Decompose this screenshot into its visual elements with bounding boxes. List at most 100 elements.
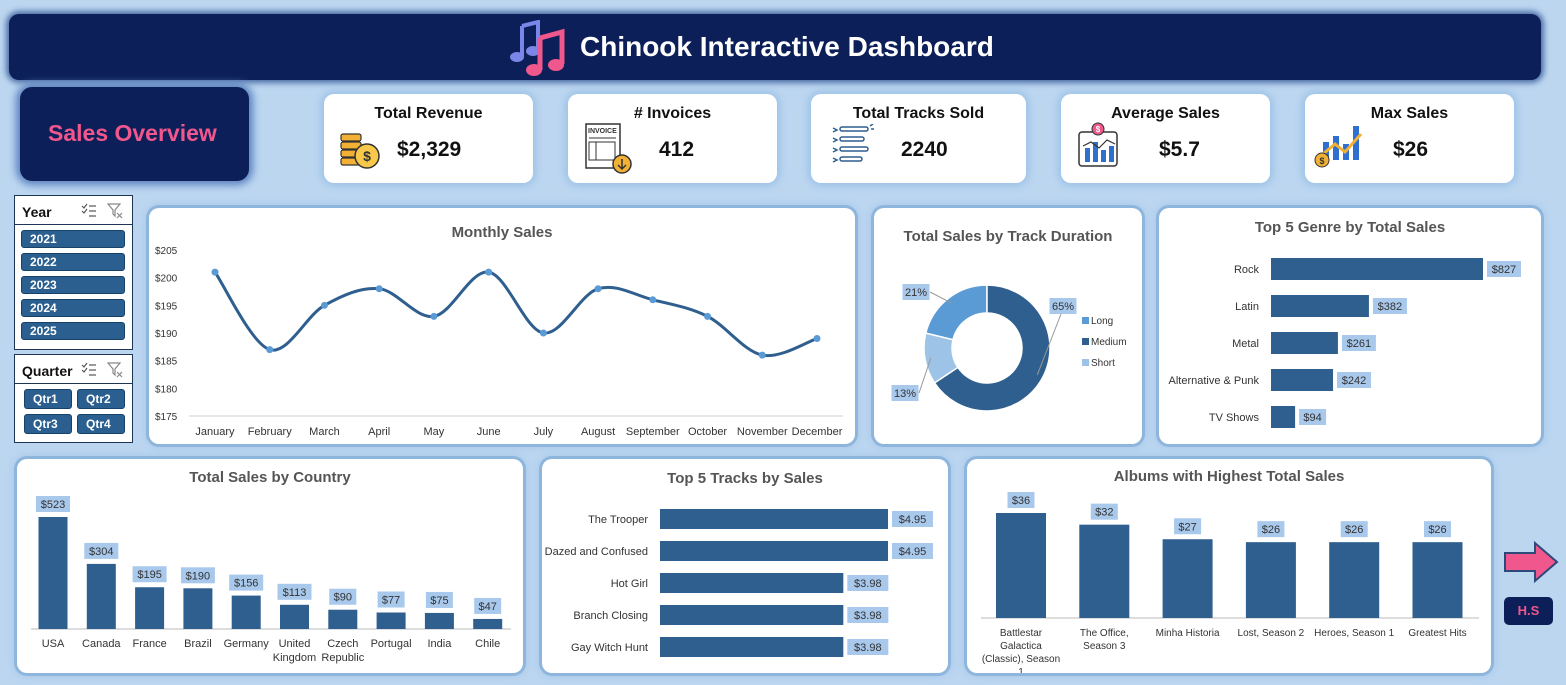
kpi-title: Max Sales (1370, 105, 1449, 122)
y-tick-label: $195 (155, 301, 178, 312)
category-label: Latin (1235, 301, 1259, 313)
chart-title: Total Sales by Track Duration (903, 228, 1113, 245)
legend-swatch (1082, 338, 1089, 345)
category-label: Heroes, Season 1 (1314, 628, 1394, 639)
category-label: Chile (475, 638, 500, 650)
bar (183, 588, 213, 629)
y-tick-label: $190 (155, 329, 178, 340)
category-label: France (132, 638, 166, 650)
data-label: $113 (283, 587, 307, 599)
legend-label: Long (1091, 316, 1113, 327)
top-genre-panel: Top 5 Genre by Total Sales Rock $827 Latin… (1159, 208, 1541, 444)
data-label: $26 (1428, 524, 1446, 536)
data-label: $3.98 (854, 578, 882, 590)
kpi-total-revenue: Total Revenue $ $2,329 (324, 94, 533, 183)
data-label-bg (84, 542, 119, 559)
right-arrow-icon[interactable] (1503, 540, 1559, 584)
slicer-item-qtr4[interactable]: Qtr4 (77, 414, 125, 434)
chart-title: Top 5 Genre by Total Sales (1254, 219, 1446, 236)
category-label: The Trooper (588, 514, 648, 526)
y-tick-label: $175 (155, 412, 178, 423)
data-point (430, 312, 438, 320)
data-label: $190 (186, 570, 210, 582)
dashboard-header: Chinook Interactive Dashboard (9, 14, 1541, 80)
bar (660, 573, 844, 593)
slicer-item-2024[interactable]: 2024 (21, 299, 125, 317)
bar (473, 618, 503, 629)
slicer-item-2023[interactable]: 2023 (21, 276, 125, 294)
year-slicer: Year 2021 2022 2023 2024 2025 (14, 195, 133, 350)
hs-button[interactable]: H.S (1504, 597, 1553, 625)
category-label: Alternative & Punk (1169, 375, 1260, 387)
bar-chart-icon: $ (1078, 122, 1118, 167)
sales-overview-badge: Sales Overview (20, 87, 249, 181)
data-label-bg (1337, 372, 1372, 388)
category-label: TV Shows (1209, 412, 1260, 424)
data-label: 13% (894, 388, 916, 400)
x-tick-label: May (424, 426, 445, 438)
category-label: Greatest Hits (1408, 628, 1466, 639)
bar (1079, 524, 1130, 618)
data-label-bg (1090, 503, 1118, 520)
data-label: $3.98 (854, 642, 882, 654)
data-label: $36 (1012, 495, 1030, 507)
bar (660, 605, 844, 625)
bar (660, 541, 888, 561)
data-point (758, 351, 766, 359)
leader-line (918, 357, 932, 394)
y-tick-label: $180 (155, 384, 178, 395)
pie-slice (923, 332, 959, 384)
multi-select-icon[interactable] (81, 203, 97, 219)
bar (1245, 542, 1296, 618)
data-point (266, 346, 274, 354)
kpi-title: Average Sales (1111, 105, 1220, 122)
bar (86, 563, 116, 629)
slicer-item-qtr3[interactable]: Qtr3 (24, 414, 72, 434)
slicer-item-2022[interactable]: 2022 (21, 253, 125, 271)
data-label-bg (425, 591, 453, 608)
slicer-item-qtr2[interactable]: Qtr2 (77, 389, 125, 409)
slicer-item-2025[interactable]: 2025 (21, 322, 125, 340)
data-point (320, 301, 328, 309)
clear-filter-icon[interactable] (107, 203, 123, 219)
data-label-bg (1257, 521, 1285, 538)
x-tick-label: February (248, 426, 293, 438)
top-genre-chart: Rock $827 Latin $382 Metal $261 Alternative & … (1169, 258, 1521, 428)
data-label: $77 (382, 595, 400, 607)
year-slicer-title: Year (22, 204, 52, 220)
monthly-sales-panel: Monthly Sales $175 $180 $185 $190 $195 $200 $2… (149, 208, 855, 444)
category-label: Branch Closing (573, 610, 648, 622)
y-tick-label: $185 (155, 357, 178, 368)
kpi-total-tracks-sold: Total Tracks Sold 2240 (811, 94, 1026, 183)
kpi-max-sales: Max Sales $ $26 (1305, 94, 1514, 183)
pie-slice (924, 284, 988, 341)
y-tick-label: $200 (155, 274, 178, 285)
svg-text:$: $ (1096, 125, 1101, 134)
data-label: $827 (1492, 264, 1516, 276)
category-label: Gay Witch Hunt (571, 642, 648, 654)
slicer-item-qtr1[interactable]: Qtr1 (24, 389, 72, 409)
x-tick-label: June (477, 426, 501, 438)
category-label: Canada (82, 638, 121, 650)
data-point (211, 268, 219, 276)
data-label-bg (377, 591, 405, 608)
y-tick-label: $205 (155, 246, 178, 257)
sales-overview-label: Sales Overview (48, 120, 217, 146)
bar (1329, 542, 1380, 618)
leader-line (929, 291, 952, 304)
data-label-bg (847, 607, 889, 623)
slicer-item-2021[interactable]: 2021 (21, 230, 125, 248)
data-label: $261 (1347, 338, 1371, 350)
bar (38, 517, 68, 629)
data-label: $3.98 (854, 610, 882, 622)
data-label-bg (1174, 518, 1202, 535)
data-label-bg (474, 597, 502, 614)
clear-filter-icon[interactable] (107, 362, 123, 378)
data-label-bg (229, 574, 264, 591)
data-label-bg (329, 588, 357, 605)
multi-select-icon[interactable] (81, 362, 97, 378)
track-duration-chart: 21% 65% 13% Long Medium Short (891, 284, 1127, 412)
data-label: $4.95 (899, 546, 927, 558)
bar (376, 612, 406, 629)
bar (328, 609, 358, 629)
